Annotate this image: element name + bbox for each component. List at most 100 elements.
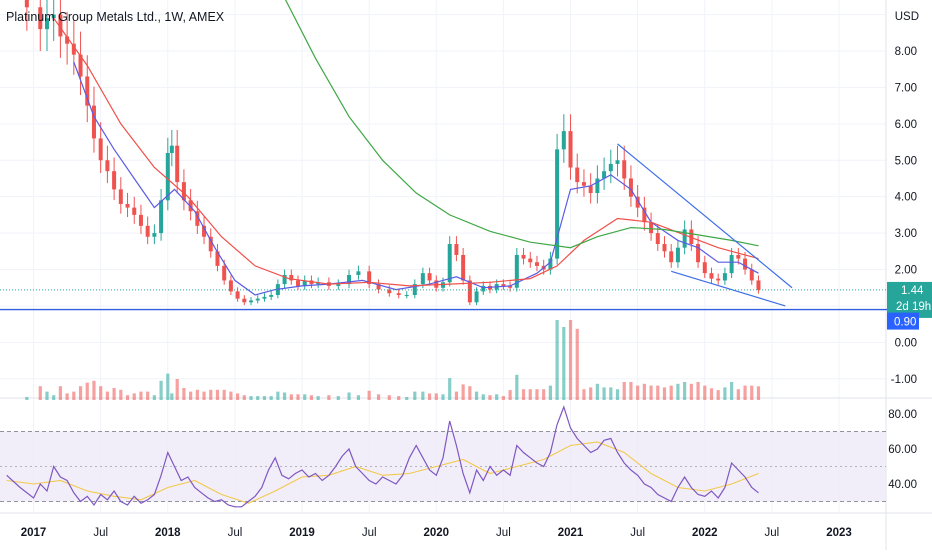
volume-bar xyxy=(72,391,76,400)
candle xyxy=(296,280,301,286)
rsi-line xyxy=(6,405,759,508)
volume-bar xyxy=(595,383,599,400)
countdown-label: 2d 19h xyxy=(896,301,931,313)
time-tick-label: 2021 xyxy=(558,527,584,539)
volume-bar xyxy=(105,391,109,400)
volume-bar xyxy=(296,394,300,400)
candle xyxy=(467,280,472,303)
volume-bar xyxy=(649,385,653,400)
volume-bar xyxy=(132,393,136,400)
candle xyxy=(622,160,627,179)
volume-bar xyxy=(696,382,700,400)
candle xyxy=(649,222,654,234)
candle xyxy=(568,131,573,168)
volume-bar xyxy=(119,389,123,400)
volume-bar xyxy=(336,396,340,400)
volume-bar xyxy=(189,391,193,400)
last-price-badge xyxy=(887,281,932,318)
candle xyxy=(481,285,486,292)
volume-bar xyxy=(152,395,156,400)
volume-bar xyxy=(434,393,438,400)
candle xyxy=(387,289,392,294)
candle xyxy=(736,254,741,259)
volume-bar xyxy=(421,391,425,400)
volume-bar xyxy=(575,328,579,400)
volume-bar xyxy=(78,386,83,400)
volume-bar xyxy=(736,389,740,400)
volume-bar xyxy=(269,396,273,400)
candle xyxy=(427,273,432,281)
candle xyxy=(125,203,130,208)
candle xyxy=(595,178,600,194)
candle xyxy=(302,280,307,286)
candle xyxy=(628,178,633,197)
volume-bar xyxy=(316,396,320,400)
volume-bar xyxy=(195,389,199,400)
volume-bar xyxy=(125,395,130,400)
candle xyxy=(461,254,466,281)
candle xyxy=(336,284,341,286)
volume-bar xyxy=(256,396,260,400)
volume-bar xyxy=(568,320,573,400)
volume-bar xyxy=(282,392,287,400)
candle xyxy=(242,298,247,303)
volume-bar xyxy=(170,393,174,400)
candle xyxy=(689,229,694,245)
candle xyxy=(602,171,607,179)
candle xyxy=(521,254,526,259)
time-tick-label: Jul xyxy=(362,527,377,539)
candle xyxy=(195,211,200,226)
volume-bar xyxy=(468,386,472,400)
candle xyxy=(669,251,674,263)
candle xyxy=(91,105,96,139)
volume-bar xyxy=(562,327,566,400)
volume-bar xyxy=(427,393,432,400)
volume-bar xyxy=(548,385,552,400)
candle xyxy=(181,182,186,201)
candle xyxy=(709,273,714,279)
price-tick-label: 5.00 xyxy=(895,155,917,167)
candle xyxy=(702,262,707,274)
candle xyxy=(356,271,361,275)
time-tick-label: 2018 xyxy=(155,527,181,539)
volume-bar xyxy=(743,385,747,400)
volume-bar xyxy=(405,397,409,400)
volume-bar xyxy=(45,391,49,400)
volume-bar xyxy=(656,385,660,400)
volume-bar xyxy=(756,386,761,400)
volume-bar xyxy=(85,382,89,400)
chart-title: Platinum Group Metals Ltd., 1W, AMEX xyxy=(6,10,225,24)
candle xyxy=(534,262,539,266)
price-tick-label: 7.00 xyxy=(895,82,917,94)
volume-bar xyxy=(615,389,620,400)
candle xyxy=(662,244,667,252)
volume-bar xyxy=(609,387,613,400)
volume-bar xyxy=(441,394,445,400)
candle xyxy=(588,185,593,194)
volume-bar xyxy=(327,395,331,400)
candle xyxy=(118,189,123,204)
time-tick-label: Jul xyxy=(496,527,511,539)
candle xyxy=(749,269,754,281)
candle xyxy=(376,284,381,290)
candle xyxy=(682,229,687,248)
trendline xyxy=(671,270,786,307)
candle xyxy=(169,145,174,153)
volume-bar xyxy=(25,397,29,400)
volume-bar xyxy=(303,394,307,400)
volume-bar xyxy=(376,394,381,400)
volume-bar xyxy=(367,390,371,400)
volume-bar xyxy=(413,391,417,400)
time-tick-label: 2017 xyxy=(21,527,47,539)
volume-bar xyxy=(730,382,734,400)
candle xyxy=(188,200,193,212)
candle xyxy=(474,291,479,303)
candle xyxy=(447,244,452,283)
volume-bar xyxy=(262,396,267,400)
volume-bar xyxy=(709,388,714,400)
volume-bar xyxy=(683,382,687,400)
candle xyxy=(105,160,110,172)
last-price-value: 1.44 xyxy=(901,285,924,297)
